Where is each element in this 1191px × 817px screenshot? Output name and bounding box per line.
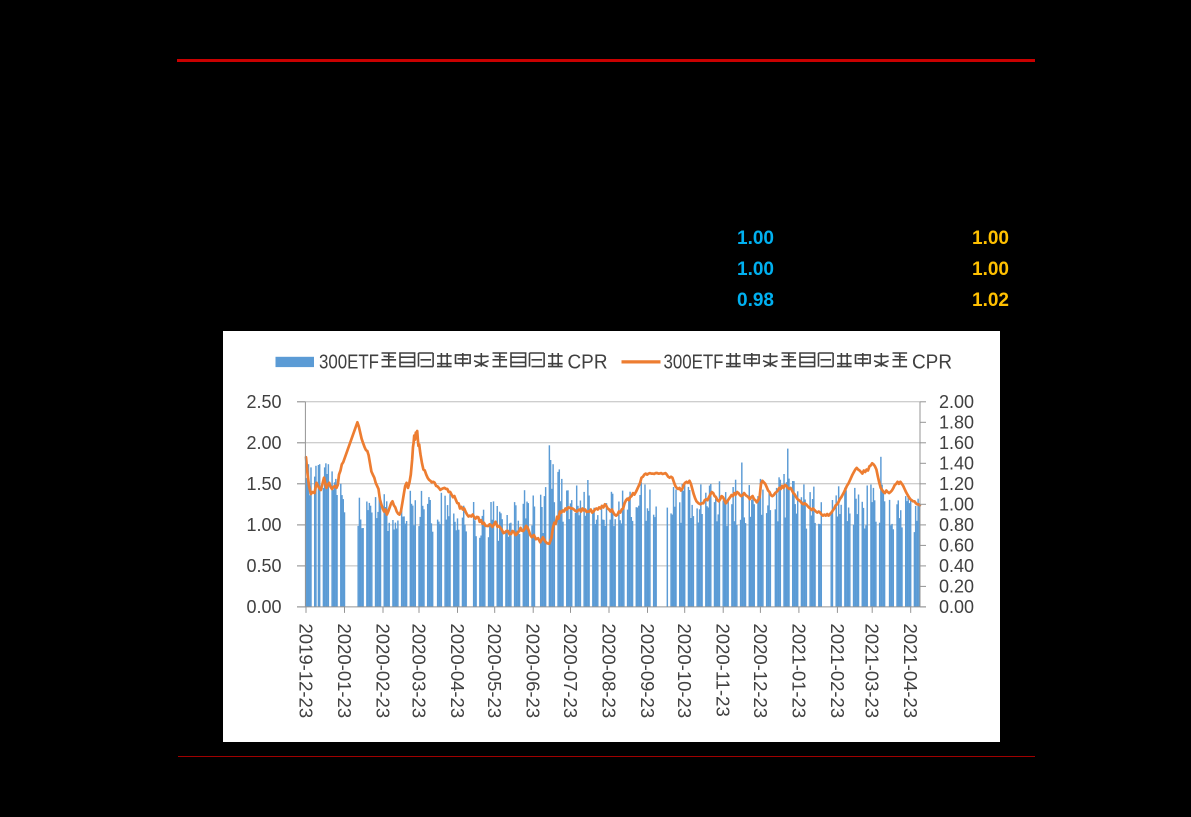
svg-text:2020-04-23: 2020-04-23 (447, 623, 468, 718)
svg-text:0.20: 0.20 (939, 576, 974, 596)
svg-text:0.00: 0.00 (246, 596, 281, 616)
svg-text:2021-02-23: 2021-02-23 (826, 623, 847, 718)
svg-text:2021-01-23: 2021-01-23 (788, 623, 809, 718)
svg-text:1.50: 1.50 (246, 473, 281, 493)
svg-text:1.00: 1.00 (246, 514, 281, 534)
svg-text:2020-05-23: 2020-05-23 (484, 623, 505, 718)
svg-text:CPR: CPR (567, 351, 607, 373)
svg-text:2020-09-23: 2020-09-23 (637, 623, 658, 718)
svg-text:0.60: 0.60 (939, 535, 974, 555)
svg-text:1.20: 1.20 (939, 473, 974, 493)
svg-text:2020-08-23: 2020-08-23 (598, 623, 619, 718)
svg-text:2021-03-23: 2021-03-23 (861, 623, 882, 718)
svg-text:2020-07-23: 2020-07-23 (560, 623, 581, 718)
svg-text:300ETF: 300ETF (663, 351, 723, 373)
svg-text:2.50: 2.50 (246, 391, 281, 411)
svg-text:1.80: 1.80 (939, 412, 974, 432)
svg-text:2020-11-23: 2020-11-23 (712, 623, 733, 716)
svg-text:2020-06-23: 2020-06-23 (522, 623, 543, 718)
svg-text:1.40: 1.40 (939, 453, 974, 473)
svg-text:300ETF: 300ETF (319, 351, 379, 373)
svg-text:0.40: 0.40 (939, 555, 974, 575)
svg-text:2020-01-23: 2020-01-23 (334, 623, 355, 718)
svg-text:0.00: 0.00 (939, 596, 974, 616)
svg-text:2.00: 2.00 (246, 432, 281, 452)
svg-text:0.50: 0.50 (246, 555, 281, 575)
svg-text:2020-03-23: 2020-03-23 (408, 623, 429, 718)
svg-text:2020-12-23: 2020-12-23 (749, 623, 770, 718)
svg-text:2021-04-23: 2021-04-23 (900, 623, 921, 718)
svg-text:CPR: CPR (912, 351, 952, 373)
svg-text:2020-10-23: 2020-10-23 (674, 623, 695, 718)
svg-text:2019-12-23: 2019-12-23 (295, 623, 316, 718)
svg-text:0.80: 0.80 (939, 514, 974, 534)
svg-text:1.00: 1.00 (939, 494, 974, 514)
svg-text:2020-02-23: 2020-02-23 (372, 623, 393, 718)
svg-text:2.00: 2.00 (939, 391, 974, 411)
svg-text:1.60: 1.60 (939, 432, 974, 452)
